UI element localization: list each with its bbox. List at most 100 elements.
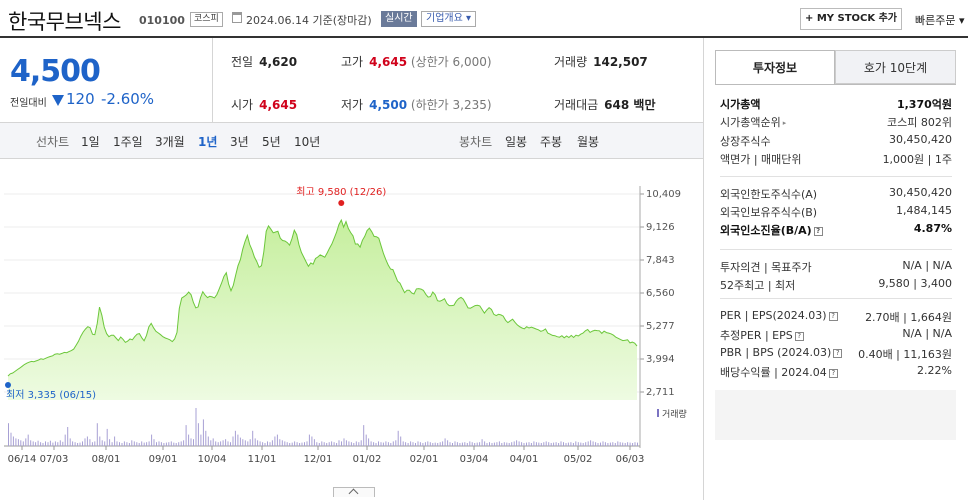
volume-bar bbox=[526, 442, 527, 446]
volume-bar bbox=[99, 436, 101, 446]
volume-bar bbox=[400, 436, 402, 446]
tab-10year[interactable]: 10년 bbox=[294, 135, 321, 149]
tab-investment-info[interactable]: 투자정보 bbox=[715, 50, 835, 84]
x-tick-label: 07/03 bbox=[40, 454, 69, 465]
volume-bar bbox=[156, 442, 157, 446]
tab-daily-candle[interactable]: 일봉 bbox=[505, 135, 528, 149]
tab-1year[interactable]: 1년 bbox=[198, 135, 218, 149]
realtime-badge[interactable]: 실시간 bbox=[381, 11, 417, 27]
stock-header: 한국무브넥스 010100 코스피 2024.06.14 기준(장마감) 실시간… bbox=[0, 0, 968, 38]
x-tick-label: 09/01 bbox=[149, 454, 178, 465]
volume-bar bbox=[402, 441, 404, 446]
volume-bar bbox=[183, 440, 185, 446]
volume-bar bbox=[609, 442, 611, 446]
volume-bar bbox=[123, 441, 125, 446]
volume-bar bbox=[370, 441, 372, 446]
tab-order-book[interactable]: 호가 10단계 bbox=[835, 50, 956, 84]
volume-bar bbox=[252, 430, 254, 446]
volume-bar bbox=[484, 441, 486, 446]
open-price: 시가 4,645 bbox=[231, 96, 297, 113]
volume-bar bbox=[449, 442, 451, 446]
volume-bar bbox=[52, 442, 54, 446]
help-icon[interactable]: ? bbox=[794, 332, 804, 341]
tab-1day[interactable]: 1일 bbox=[81, 135, 100, 149]
volume-bar bbox=[101, 440, 103, 446]
tab-3month[interactable]: 3개월 bbox=[155, 135, 185, 149]
volume-bar bbox=[612, 442, 614, 446]
sector-info-table bbox=[715, 84, 956, 439]
volume-bar bbox=[232, 436, 234, 446]
info-value: 9,580 | 3,400 bbox=[878, 277, 952, 290]
volume-bar bbox=[291, 442, 293, 446]
volume-bar bbox=[316, 442, 318, 446]
price-area bbox=[8, 220, 637, 400]
tab-monthly-candle[interactable]: 월봉 bbox=[577, 135, 600, 149]
volume-bar bbox=[269, 442, 271, 446]
volume-bar bbox=[390, 443, 392, 446]
volume-bar bbox=[173, 442, 175, 446]
volume-bar bbox=[279, 439, 281, 446]
high-label: 최고 9,580 (12/26) bbox=[296, 186, 386, 198]
price-chart[interactable]: 10,409 9,126 7,843 6,560 5,277 3,994 2,711 최고 … bbox=[0, 160, 703, 485]
company-overview-dropdown[interactable]: 기업개요 ▾ bbox=[421, 11, 476, 27]
volume-bar bbox=[234, 430, 236, 446]
info-row: 상장주식수 30,450,420 bbox=[720, 133, 952, 151]
help-icon[interactable]: ? bbox=[828, 312, 838, 321]
volume-bar bbox=[454, 441, 456, 446]
volume-bar bbox=[604, 442, 606, 446]
volume-bar bbox=[25, 438, 27, 446]
volume-bar bbox=[121, 443, 123, 446]
help-icon[interactable]: ? bbox=[833, 349, 843, 358]
volume-bar bbox=[32, 441, 34, 446]
volume-bar bbox=[360, 440, 362, 446]
volume-legend-swatch bbox=[657, 409, 659, 417]
volume-bar bbox=[180, 441, 182, 446]
volume-bar bbox=[627, 442, 629, 446]
volume-bar bbox=[622, 442, 624, 446]
volume-bar bbox=[128, 443, 130, 446]
tab-1week[interactable]: 1주일 bbox=[113, 135, 143, 149]
help-icon[interactable]: ? bbox=[813, 227, 823, 236]
volume-bar bbox=[8, 423, 9, 446]
volume-bar bbox=[452, 443, 453, 446]
volume-bar bbox=[437, 443, 439, 446]
volume-bar bbox=[590, 440, 592, 446]
lower-limit: (하한가 3,235) bbox=[410, 98, 492, 112]
volume-bar bbox=[412, 442, 414, 446]
tab-weekly-candle[interactable]: 주봉 bbox=[540, 135, 563, 149]
quick-order-button[interactable]: 빠른주문 ▾ bbox=[915, 14, 965, 27]
volume-bar bbox=[506, 442, 508, 446]
volume-bar bbox=[296, 442, 298, 446]
info-label: 배당수익률 | 2024.04? bbox=[720, 364, 838, 380]
x-tick-label: 06/03 bbox=[616, 454, 645, 465]
volume-bar bbox=[632, 443, 634, 446]
volume-bar bbox=[432, 443, 434, 446]
triangle-right-icon[interactable]: ▸ bbox=[782, 119, 787, 127]
volume-bar bbox=[585, 442, 587, 446]
add-my-stock-button[interactable]: + MY STOCK 추가 bbox=[800, 8, 902, 30]
volume-legend: 거래량 bbox=[662, 408, 687, 420]
tab-3year[interactable]: 3년 bbox=[230, 135, 249, 149]
volume-bar bbox=[271, 440, 273, 446]
tab-5year[interactable]: 5년 bbox=[262, 135, 281, 149]
volume-bar bbox=[338, 440, 340, 446]
volume-bar bbox=[143, 442, 145, 446]
amount-value: 648 백만 bbox=[604, 98, 656, 112]
chart-collapse-handle[interactable] bbox=[333, 487, 375, 497]
info-value: 30,450,420 bbox=[889, 133, 952, 146]
divider bbox=[720, 176, 952, 177]
volume-bar bbox=[410, 441, 412, 446]
info-value: 30,450,420 bbox=[889, 186, 952, 199]
info-row: PER | EPS(2024.03)? 2.70배 | 1,664원 bbox=[720, 309, 952, 327]
volume-bar bbox=[498, 441, 500, 446]
help-icon[interactable]: ? bbox=[828, 369, 838, 378]
info-row: PBR | BPS (2024.03)? 0.40배 | 11,163원 bbox=[720, 346, 952, 364]
info-row: 액면가 | 매매단위 1,000원 | 1주 bbox=[720, 151, 952, 169]
volume-bar bbox=[22, 441, 24, 446]
volume-bar bbox=[254, 438, 256, 446]
volume-bar bbox=[91, 442, 93, 446]
info-label: 외국인보유주식수(B) bbox=[720, 206, 818, 219]
volume-bar bbox=[476, 442, 478, 446]
volume-bar bbox=[540, 443, 542, 446]
volume-bar bbox=[89, 439, 91, 446]
